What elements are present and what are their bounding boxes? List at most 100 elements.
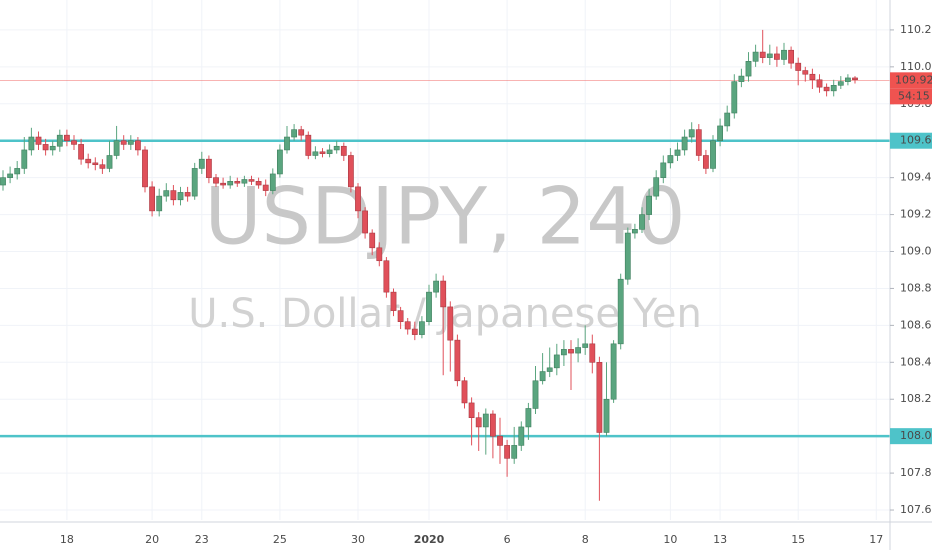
candle-body bbox=[21, 149, 28, 169]
candle-body bbox=[610, 343, 617, 400]
candle-body bbox=[568, 349, 574, 354]
candle-body bbox=[788, 49, 794, 64]
x-tick-label: 13 bbox=[713, 533, 727, 546]
candle-body bbox=[639, 214, 645, 230]
candle-body bbox=[844, 77, 851, 82]
candle-body bbox=[731, 81, 738, 114]
candle-body bbox=[809, 73, 816, 81]
candle-body bbox=[773, 53, 780, 60]
candle-body bbox=[383, 260, 390, 293]
candle-body bbox=[284, 136, 290, 151]
candle-body bbox=[347, 155, 354, 188]
countdown-badge bbox=[890, 88, 932, 105]
candle-body bbox=[269, 173, 276, 191]
x-tick-label: 30 bbox=[351, 533, 365, 546]
candle-body bbox=[745, 61, 752, 77]
candle-body bbox=[234, 181, 241, 184]
candle-body bbox=[525, 408, 532, 428]
candle-body bbox=[681, 136, 688, 151]
candle-body bbox=[418, 321, 425, 335]
level-badge bbox=[890, 428, 932, 445]
candle-body bbox=[539, 371, 546, 382]
candle-body bbox=[362, 210, 368, 234]
candle-body bbox=[135, 140, 141, 151]
candle-body bbox=[795, 62, 802, 71]
candle-body bbox=[717, 125, 723, 142]
candle-body bbox=[49, 145, 56, 151]
candle-body bbox=[710, 140, 716, 169]
candle-body bbox=[291, 129, 297, 138]
x-tick-label: 17 bbox=[869, 533, 883, 546]
candle-body bbox=[447, 306, 454, 341]
candle-body bbox=[404, 321, 411, 330]
candle-body bbox=[177, 192, 184, 201]
last-price-badge bbox=[890, 72, 932, 89]
candle-body bbox=[248, 179, 255, 182]
last-price-label: 109.927 bbox=[895, 73, 932, 86]
y-tick-label: 107.600 bbox=[900, 503, 932, 516]
candle-body bbox=[376, 247, 383, 262]
candle-body bbox=[326, 149, 333, 154]
candle-body bbox=[617, 278, 624, 345]
candle-body bbox=[688, 129, 695, 138]
candle-body bbox=[127, 140, 134, 145]
x-tick-label: 20 bbox=[145, 533, 159, 546]
candle-body bbox=[170, 190, 177, 201]
y-tick-label: 109.000 bbox=[900, 245, 932, 258]
candle-body bbox=[276, 149, 283, 175]
candle-body bbox=[823, 86, 830, 92]
candle-body bbox=[489, 413, 496, 437]
candle-body bbox=[702, 155, 709, 169]
candle-body bbox=[582, 343, 589, 348]
y-tick-label: 109.200 bbox=[900, 208, 932, 221]
candle-body bbox=[333, 145, 340, 151]
candle-body bbox=[78, 144, 84, 160]
candle-body bbox=[837, 81, 844, 86]
candle-body bbox=[298, 129, 305, 136]
candle-body bbox=[724, 112, 731, 127]
candle-body bbox=[816, 79, 823, 88]
candle-body bbox=[603, 398, 610, 433]
x-tick-label: 25 bbox=[273, 533, 287, 546]
x-tick-label: 18 bbox=[60, 533, 74, 546]
candle-body bbox=[120, 140, 127, 145]
candle-body bbox=[674, 149, 681, 156]
candle-body bbox=[532, 380, 539, 409]
candle-body bbox=[575, 347, 581, 354]
x-tick-label: 2020 bbox=[414, 533, 445, 546]
candle-body bbox=[781, 49, 787, 60]
candle-body bbox=[340, 145, 347, 156]
candle-body bbox=[752, 51, 759, 62]
candle-body bbox=[475, 417, 482, 428]
candle-body bbox=[433, 280, 439, 293]
candle-body bbox=[589, 343, 596, 363]
candle-body bbox=[99, 164, 106, 169]
candle-body bbox=[546, 367, 553, 372]
candle-body bbox=[191, 168, 198, 197]
candle-body bbox=[766, 53, 773, 58]
candle-body bbox=[695, 129, 702, 156]
candle-body bbox=[738, 75, 745, 82]
candle-body bbox=[156, 195, 163, 212]
candle-body bbox=[852, 77, 858, 81]
level-label: 109.600 bbox=[900, 134, 932, 147]
candle-body bbox=[7, 173, 13, 178]
candle-body bbox=[461, 380, 468, 404]
candle-body bbox=[390, 291, 397, 311]
candle-body bbox=[511, 445, 518, 459]
candle-body bbox=[497, 435, 503, 446]
y-tick-label: 108.800 bbox=[900, 281, 932, 294]
candle-body bbox=[149, 186, 155, 212]
candle-body bbox=[28, 136, 35, 151]
candle-body bbox=[85, 158, 92, 164]
candle-body bbox=[646, 195, 652, 215]
candle-body bbox=[113, 140, 120, 156]
candle-body bbox=[319, 151, 326, 154]
candle-body bbox=[0, 177, 6, 186]
candle-body bbox=[802, 70, 809, 75]
candle-body bbox=[305, 134, 312, 156]
candle-body bbox=[213, 177, 219, 184]
y-tick-label: 108.600 bbox=[900, 318, 932, 331]
